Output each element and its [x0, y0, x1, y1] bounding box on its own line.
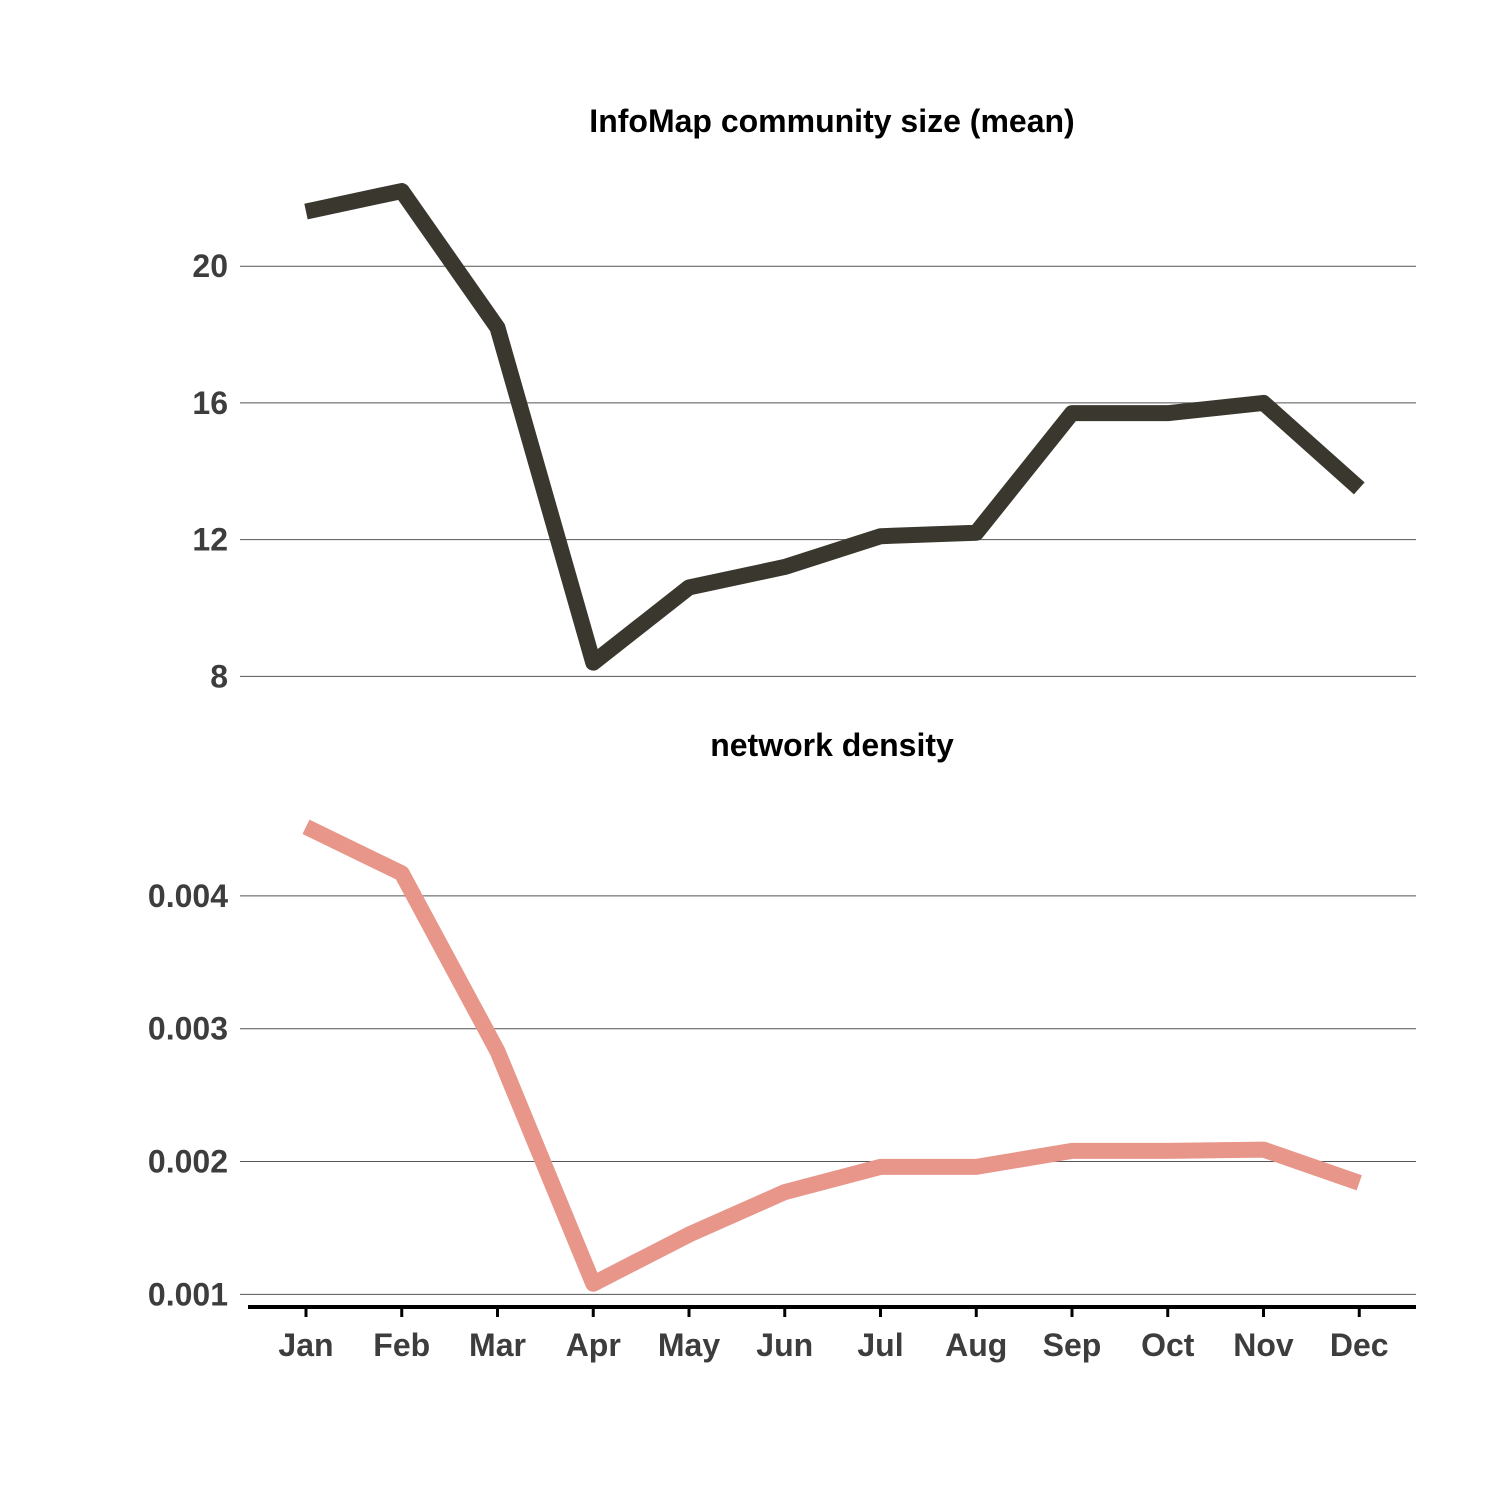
x-tick-label: Aug: [945, 1327, 1007, 1363]
x-tick-label: Mar: [469, 1327, 526, 1363]
x-tick-label: Apr: [566, 1327, 621, 1363]
y-tick-label: 0.003: [148, 1011, 228, 1047]
y-tick-label: 0.001: [148, 1276, 228, 1312]
y-tick-label: 20: [192, 248, 228, 284]
x-tick-label: Sep: [1043, 1327, 1102, 1363]
y-tick-label: 8: [210, 658, 228, 694]
chart-title: InfoMap community size (mean): [589, 103, 1074, 139]
chart-title: network density: [710, 727, 954, 763]
x-tick-label: Feb: [373, 1327, 430, 1363]
x-tick-label: Jun: [756, 1327, 813, 1363]
series-line: [302, 819, 1362, 1292]
y-tick-label: 12: [192, 522, 228, 558]
y-tick-label: 16: [192, 385, 228, 421]
x-tick-label: Nov: [1233, 1327, 1294, 1363]
x-tick-label: May: [658, 1327, 720, 1363]
series-line: [304, 183, 1365, 671]
x-tick-label: Dec: [1330, 1327, 1389, 1363]
x-tick-label: Jan: [278, 1327, 333, 1363]
y-tick-label: 0.002: [148, 1144, 228, 1180]
y-tick-label: 0.004: [148, 878, 228, 914]
x-tick-label: Jul: [857, 1327, 903, 1363]
x-tick-label: Oct: [1141, 1327, 1195, 1363]
